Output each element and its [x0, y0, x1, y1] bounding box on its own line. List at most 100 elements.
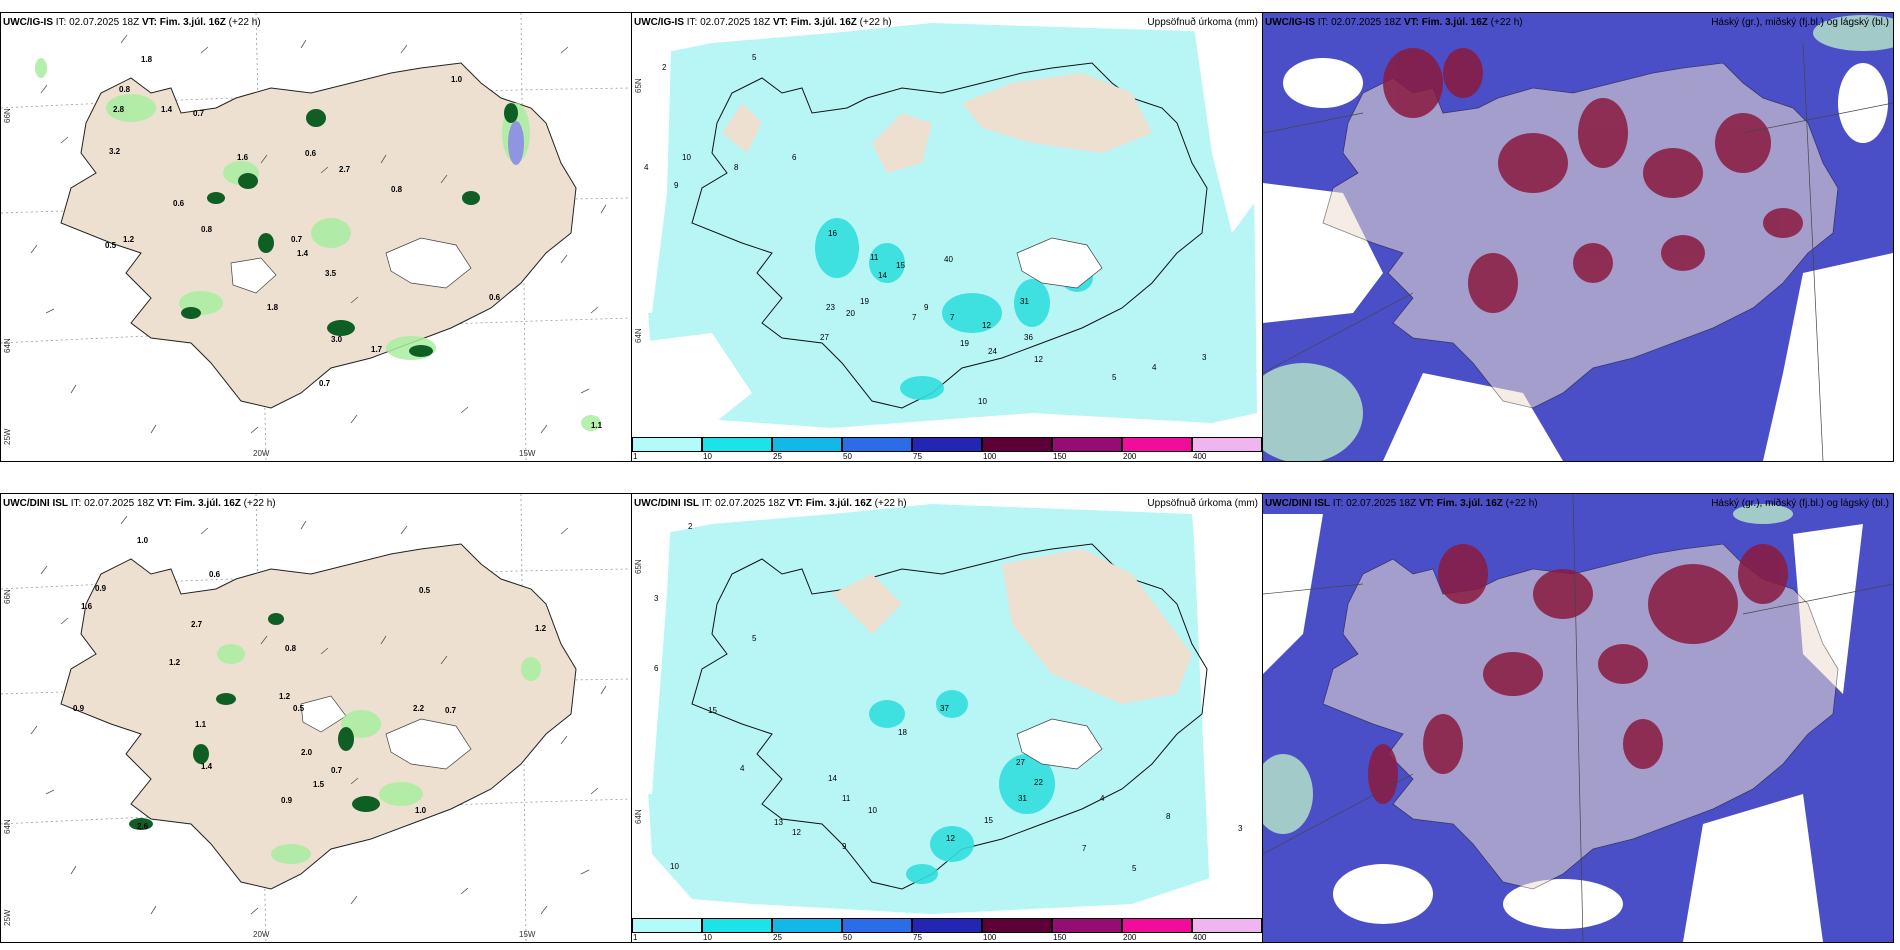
value-label: 1.6 — [81, 602, 93, 611]
map-accumulated-precip — [632, 13, 1262, 433]
value-label: 5 — [752, 634, 757, 643]
colorbar-tick: 200 — [1123, 933, 1137, 942]
value-label: 8 — [734, 163, 739, 172]
value-label: 3.5 — [325, 269, 337, 278]
value-label: 4 — [740, 764, 745, 773]
lat-label: 64N — [634, 809, 643, 824]
colorbar-tick: 50 — [843, 933, 852, 942]
lat-label: 65N — [634, 559, 643, 574]
lat-label: 66N — [3, 589, 12, 604]
value-label: 7 — [950, 313, 955, 322]
value-label: 10 — [682, 153, 691, 162]
value-label: 0.7 — [319, 379, 331, 388]
value-label: 1.7 — [371, 345, 383, 354]
value-label: 0.9 — [281, 796, 293, 805]
colorbar-bin — [1192, 918, 1262, 933]
value-label: 3.0 — [331, 335, 343, 344]
value-label: 0.6 — [305, 149, 317, 158]
value-label: 4 — [1152, 363, 1157, 372]
value-label: 1.0 — [137, 536, 149, 545]
value-label: 2 — [688, 522, 693, 531]
value-label: 1.4 — [297, 249, 309, 258]
value-label: 0.6 — [489, 293, 501, 302]
value-label: 7 — [912, 313, 917, 322]
colorbar-tick: 200 — [1123, 452, 1137, 461]
value-label: 1.6 — [237, 153, 249, 162]
value-label: 0.6 — [209, 570, 221, 579]
panel-dini-precip: UWC/DINI ISL IT: 02.07.2025 18Z VT: Fim.… — [631, 493, 1263, 943]
value-label: 2.7 — [191, 620, 203, 629]
value-label: 1.2 — [123, 235, 135, 244]
value-label: 0.5 — [419, 586, 431, 595]
value-label: 23 — [826, 303, 835, 312]
value-label: 1.5 — [313, 780, 325, 789]
colorbar-tick: 75 — [913, 933, 922, 942]
panel-header: UWC/DINI ISL IT: 02.07.2025 18Z VT: Fim.… — [634, 498, 907, 509]
value-label: 19 — [860, 297, 869, 306]
value-label: 1.1 — [591, 421, 603, 430]
lat-label: 66N — [3, 108, 12, 123]
colorbar-tick: 25 — [773, 933, 782, 942]
colorbar-bin — [982, 918, 1052, 933]
value-label: 37 — [940, 704, 949, 713]
value-label: 27 — [1016, 758, 1025, 767]
value-label: 0.7 — [445, 706, 457, 715]
value-label: 7 — [1082, 844, 1087, 853]
value-label: 3 — [1238, 824, 1243, 833]
value-label: 5 — [752, 53, 757, 62]
value-label: 36 — [1024, 333, 1033, 342]
map-accumulated-precip — [632, 494, 1262, 942]
colorbar-bin — [772, 918, 842, 933]
value-label: 22 — [1034, 778, 1043, 787]
value-label: 1.1 — [195, 720, 207, 729]
value-label: 31 — [1020, 297, 1029, 306]
value-label: 6 — [654, 664, 659, 673]
value-label: 1.8 — [141, 55, 153, 64]
value-label: 11 — [870, 253, 879, 262]
panel-dini-showers: UWC/DINI ISL IT: 02.07.2025 18Z VT: Fim.… — [0, 493, 632, 943]
panel-dini-clouds: UWC/DINI ISL IT: 02.07.2025 18Z VT: Fim.… — [1262, 493, 1894, 943]
value-label: 15 — [708, 706, 717, 715]
value-label: 1.2 — [279, 692, 291, 701]
value-label: 3 — [654, 594, 659, 603]
panel-header: UWC/IG-IS IT: 02.07.2025 18Z VT: Fim. 3.… — [1265, 17, 1523, 28]
panel-header: UWC/DINI ISL IT: 02.07.2025 18Z VT: Fim.… — [3, 498, 276, 509]
colorbar-tick: 100 — [983, 933, 997, 942]
value-label: 0.7 — [291, 235, 303, 244]
colorbar-tick: 10 — [703, 933, 712, 942]
map-showers-wind — [1, 494, 631, 942]
colorbar: 1 10 25 50 75 100 150 200 400 — [632, 437, 1262, 461]
value-label: 1.0 — [451, 75, 463, 84]
colorbar-bin — [702, 918, 772, 933]
value-label: 3 — [1202, 353, 1207, 362]
value-label: 24 — [988, 347, 997, 356]
colorbar-tick: 75 — [913, 452, 922, 461]
colorbar-tick: 1 — [633, 452, 638, 461]
colorbar-tick: 100 — [983, 452, 997, 461]
panel-ig-is-precip: UWC/IG-IS IT: 02.07.2025 18Z VT: Fim. 3.… — [631, 12, 1263, 462]
value-label: 9 — [674, 181, 679, 190]
panel-header: UWC/IG-IS IT: 02.07.2025 18Z VT: Fim. 3.… — [634, 17, 892, 28]
colorbar-bin — [1192, 437, 1262, 452]
value-label: 1.2 — [169, 658, 181, 667]
colorbar-bin — [982, 437, 1052, 452]
value-label: 1.0 — [415, 806, 427, 815]
colorbar-bin — [1052, 918, 1122, 933]
value-label: 16 — [828, 229, 837, 238]
colorbar: 1 10 25 50 75 100 150 200 400 — [632, 918, 1262, 942]
value-label: 13 — [774, 818, 783, 827]
lat-label: 64N — [3, 338, 12, 353]
value-label: 0.8 — [201, 225, 213, 234]
lat-label: 25W — [3, 909, 12, 926]
value-label: 4 — [1100, 794, 1105, 803]
colorbar-bin — [632, 437, 702, 452]
colorbar-bin — [842, 918, 912, 933]
value-label: 6 — [792, 153, 797, 162]
value-label: 9 — [924, 303, 929, 312]
value-label: 0.5 — [105, 241, 117, 250]
value-label: 10 — [670, 862, 679, 871]
value-label: 2.0 — [301, 748, 313, 757]
panel-title: Uppsöfnuð úrkoma (mm) — [1147, 17, 1258, 28]
value-label: 10 — [868, 806, 877, 815]
value-label: 15 — [984, 816, 993, 825]
